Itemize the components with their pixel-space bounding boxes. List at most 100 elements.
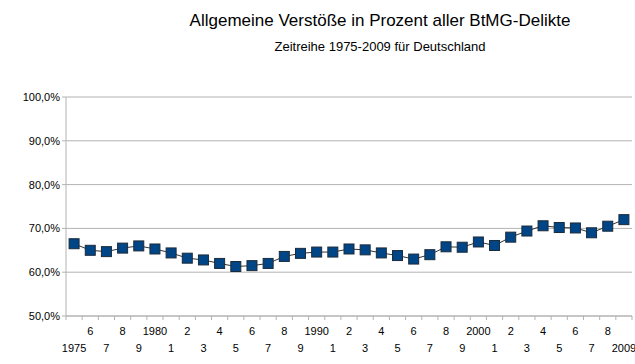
x-tick-label: 8 [443,325,449,337]
data-point [490,240,500,250]
series-line [74,220,624,267]
x-tick [146,316,147,320]
x-tick-label: 7 [265,342,271,354]
x-tick-label: 8 [281,325,287,337]
grid-line [66,272,632,273]
data-point [344,244,354,254]
grid-line [66,97,632,98]
x-tick [260,316,261,320]
y-tick-label: 90,0% [29,135,60,147]
data-point [279,251,289,261]
x-tick-label: 7 [589,342,595,354]
y-tick-label: 60,0% [29,266,60,278]
x-tick [114,316,115,320]
y-tick [62,316,66,317]
x-tick [599,316,600,320]
x-tick-label: 6 [572,325,578,337]
x-tick-label: 6 [87,325,93,337]
x-tick [130,316,131,320]
x-tick [357,316,358,320]
x-tick [292,316,293,320]
x-tick-label: 6 [249,325,255,337]
data-point [603,221,613,231]
y-tick [62,97,66,98]
x-tick-label: 2009 [612,342,635,354]
x-tick [567,316,568,320]
data-point [166,248,176,258]
x-tick [486,316,487,320]
x-tick [243,316,244,320]
y-tick [62,228,66,229]
data-point [215,258,225,268]
data-point [134,241,144,251]
x-tick-label: 1980 [143,325,167,337]
data-point [150,244,160,254]
y-tick-label: 50,0% [29,310,60,322]
y-tick-label: 100,0% [23,91,61,103]
data-point [198,255,208,265]
x-tick-label: 4 [540,325,546,337]
x-tick [227,316,228,320]
x-tick [454,316,455,320]
subtitle: Zeitreihe 1975-2009 für Deutschland [274,39,485,54]
data-point [247,261,257,271]
x-tick-label: 4 [378,325,384,337]
data-point [376,248,386,258]
grid-line [66,316,632,317]
data-point [263,258,273,268]
data-point [85,245,95,255]
x-tick-label: 8 [120,325,126,337]
y-axis [66,97,67,316]
data-point [522,226,532,236]
data-point [360,245,370,255]
x-tick [324,316,325,320]
x-tick [179,316,180,320]
data-point [295,248,305,258]
y-tick-label: 70,0% [29,222,60,234]
y-tick [62,184,66,185]
data-point [409,254,419,264]
x-tick-label: 9 [136,342,142,354]
x-tick [421,316,422,320]
x-tick [195,316,196,320]
data-point [182,253,192,263]
x-tick-label: 4 [217,325,223,337]
x-tick-label: 1 [491,342,497,354]
x-tick-label: 2 [508,325,514,337]
x-tick [98,316,99,320]
data-point [425,250,435,260]
x-tick [276,316,277,320]
x-axis [66,316,632,317]
x-tick-label: 8 [605,325,611,337]
plot-area [69,215,629,272]
data-point [312,247,322,257]
x-tick-label: 7 [427,342,433,354]
x-tick-label: 6 [411,325,417,337]
chart: Allgemeine Verstöße in Prozent aller BtM… [0,0,635,364]
grid-line [66,184,632,185]
data-point [538,221,548,231]
y-tick-label: 80,0% [29,179,60,191]
data-point [231,262,241,272]
data-point [473,237,483,247]
x-tick-label: 1 [330,342,336,354]
x-tick-label: 1975 [62,342,86,354]
data-point [587,228,597,238]
x-tick [615,316,616,320]
data-point [328,247,338,257]
y-tick [62,272,66,273]
grid-line [66,140,632,141]
data-point [619,215,629,225]
x-tick [405,316,406,320]
x-tick-label: 1 [168,342,174,354]
x-tick-label: 5 [233,342,239,354]
y-tick [62,140,66,141]
x-tick-label: 3 [524,342,530,354]
x-tick-label: 2000 [466,325,490,337]
x-tick [389,316,390,320]
x-tick [66,316,67,320]
x-tick-label: 3 [200,342,206,354]
x-tick-label: 9 [297,342,303,354]
data-point [570,223,580,233]
data-point [506,232,516,242]
